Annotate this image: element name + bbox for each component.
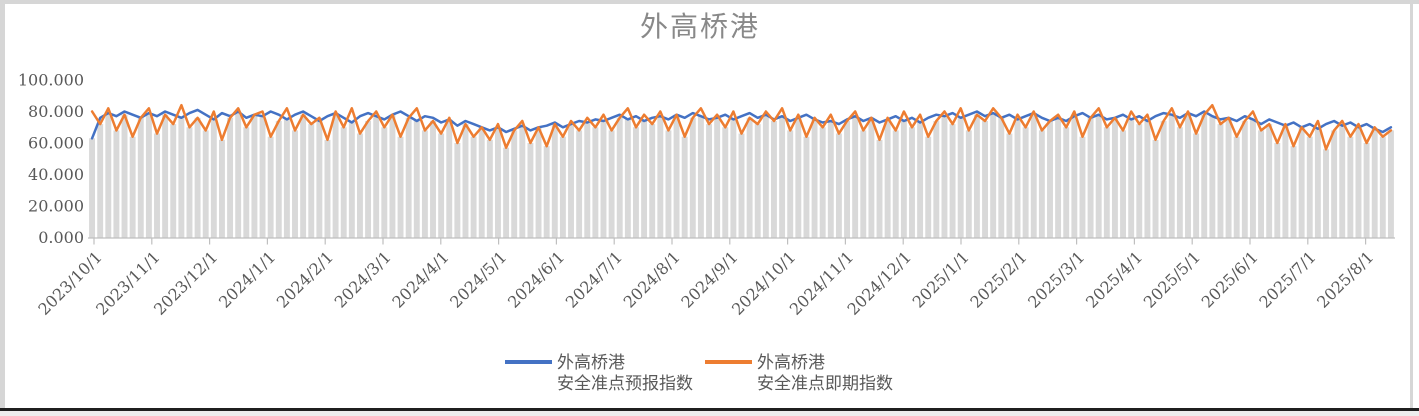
svg-text:2024/3/1: 2024/3/1 [331, 247, 395, 311]
svg-text:2024/7/1: 2024/7/1 [562, 247, 626, 311]
svg-text:40.000: 40.000 [28, 165, 84, 184]
svg-text:2025/1/1: 2025/1/1 [909, 247, 973, 311]
right-border [1410, 0, 1413, 408]
x-axis-tick-labels: 2023/10/12023/11/12023/12/12024/1/12024/… [34, 247, 1377, 318]
svg-text:60.000: 60.000 [28, 134, 84, 153]
chart-title: 外高桥港 [639, 11, 760, 42]
svg-text:2025/4/1: 2025/4/1 [1082, 247, 1146, 311]
y-axis-tick-labels: 0.000 20.000 40.000 60.000 80.000 100.000 [18, 71, 84, 248]
svg-text:20.000: 20.000 [28, 197, 84, 216]
svg-text:2024/5/1: 2024/5/1 [446, 247, 510, 311]
svg-text:100.000: 100.000 [18, 71, 84, 90]
left-border [0, 0, 5, 408]
svg-text:2025/3/1: 2025/3/1 [1024, 247, 1088, 311]
top-border [0, 0, 1419, 4]
svg-text:2025/6/1: 2025/6/1 [1198, 247, 1262, 311]
svg-text:2025/7/1: 2025/7/1 [1255, 247, 1319, 311]
svg-text:2024/8/1: 2024/8/1 [620, 247, 684, 311]
svg-text:2024/1/1: 2024/1/1 [215, 247, 279, 311]
svg-text:2025/2/1: 2025/2/1 [966, 247, 1030, 311]
svg-text:2025/8/1: 2025/8/1 [1313, 247, 1377, 311]
legend-label-forecast-series: 外高桥港 安全准点预报指数 [557, 353, 693, 393]
svg-text:2025/5/1: 2025/5/1 [1140, 247, 1204, 311]
axis-layer [88, 237, 1395, 245]
svg-text:0.000: 0.000 [38, 228, 84, 247]
svg-text:2024/2/1: 2024/2/1 [273, 247, 337, 311]
bottom-cell-border [0, 408, 1419, 411]
below-border-strip [0, 411, 1419, 416]
line-series-layer [90, 103, 1393, 151]
svg-text:2024/6/1: 2024/6/1 [504, 247, 568, 311]
chart-legend: 外高桥港 安全准点预报指数 外高桥港 安全准点即期指数 [505, 353, 893, 393]
drop-bars-layer [89, 111, 1394, 238]
legend-label-spot-series: 外高桥港 安全准点即期指数 [757, 353, 893, 393]
svg-text:2024/4/1: 2024/4/1 [388, 247, 452, 311]
svg-text:80.000: 80.000 [28, 102, 84, 121]
